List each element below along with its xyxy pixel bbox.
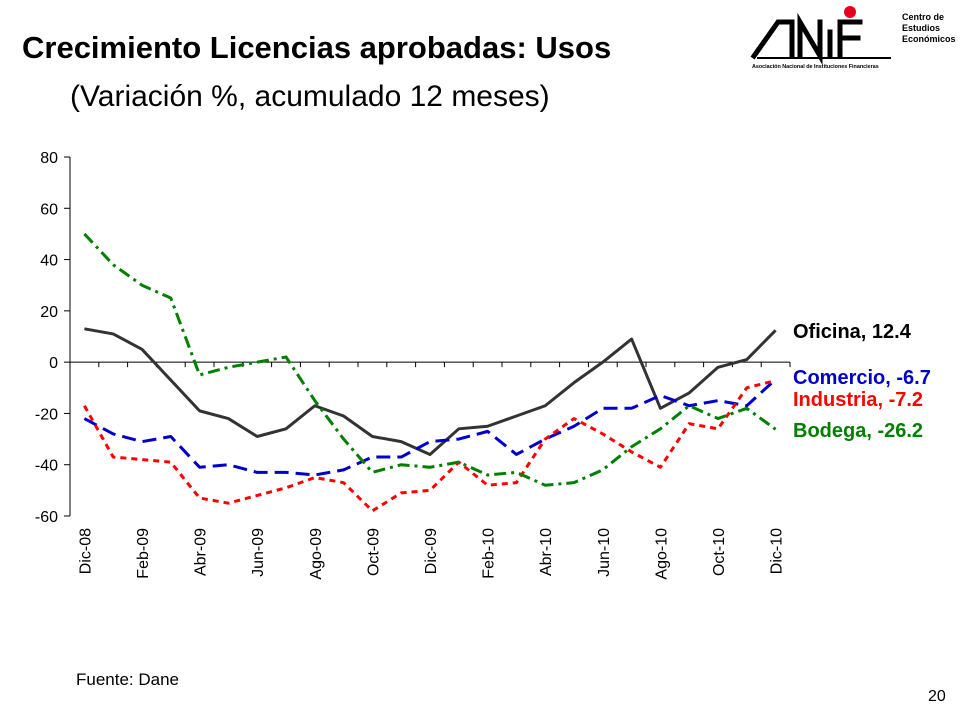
logo-letter-a (750, 19, 795, 60)
slide-title: Crecimiento Licencias aprobadas: Usos (22, 30, 612, 65)
x-tick-label: Oct-10 (711, 528, 728, 576)
y-tick-label: -20 (35, 406, 58, 423)
x-tick-label: Dic-10 (769, 528, 786, 574)
y-tick-label: 60 (40, 201, 58, 218)
end-label-industria: Industria, -7.2 (793, 389, 923, 411)
y-tick-label: 80 (40, 150, 58, 167)
chart-series (83, 232, 777, 513)
x-tick-label: Dic-08 (77, 528, 94, 574)
x-tick-label: Ago-10 (653, 528, 670, 580)
logo-letter-n (797, 12, 823, 66)
logo-tagline: Asociación Nacional de Instituciones Fin… (752, 64, 879, 70)
x-tick-label: Jun-10 (596, 528, 613, 577)
x-tick-label: Feb-09 (135, 528, 152, 579)
y-tick-label: -60 (35, 509, 58, 526)
logo-org-line2: Estudios (902, 23, 940, 33)
logo-dot (844, 6, 856, 18)
y-tick-label: 40 (40, 253, 58, 270)
page-number: 20 (928, 688, 946, 705)
y-tick-label: 0 (49, 355, 58, 372)
y-tick-label: 20 (40, 304, 58, 321)
source-note: Fuente: Dane (76, 670, 180, 689)
anif-logo: Centro de Estudios Económicos Asociación… (750, 6, 956, 70)
x-tick-label: Abr-09 (193, 528, 210, 576)
series-line-industria (83, 379, 776, 513)
x-tick-label: Feb-10 (481, 528, 498, 579)
x-tick-label: Abr-10 (538, 528, 555, 576)
slide-subtitle: (Variación %, acumulado 12 meses) (70, 80, 550, 113)
x-tick-label: Ago-09 (308, 528, 325, 580)
series-line-oficina (84, 327, 777, 456)
x-tick-label: Dic-09 (423, 528, 440, 574)
end-label-bodega: Bodega, -26.2 (793, 420, 923, 442)
y-tick-label: -40 (35, 458, 58, 475)
chart-axes: 80 60 40 20 0 -20 -40 -60 Dic-08 Feb-09 Abr-09 Jun-… (35, 150, 791, 580)
logo-letter-f (837, 19, 863, 59)
series-line-bodega (83, 232, 777, 487)
logo-org-line3: Económicos (902, 34, 956, 44)
end-label-oficina: Oficina, 12.4 (793, 321, 912, 343)
logo-org-line1: Centro de (902, 12, 944, 22)
end-label-comercio: Comercio, -6.7 (793, 367, 931, 389)
x-tick-label: Oct-09 (365, 528, 382, 576)
x-tick-label: Jun-09 (250, 528, 267, 577)
series-line-comercio (83, 378, 777, 477)
